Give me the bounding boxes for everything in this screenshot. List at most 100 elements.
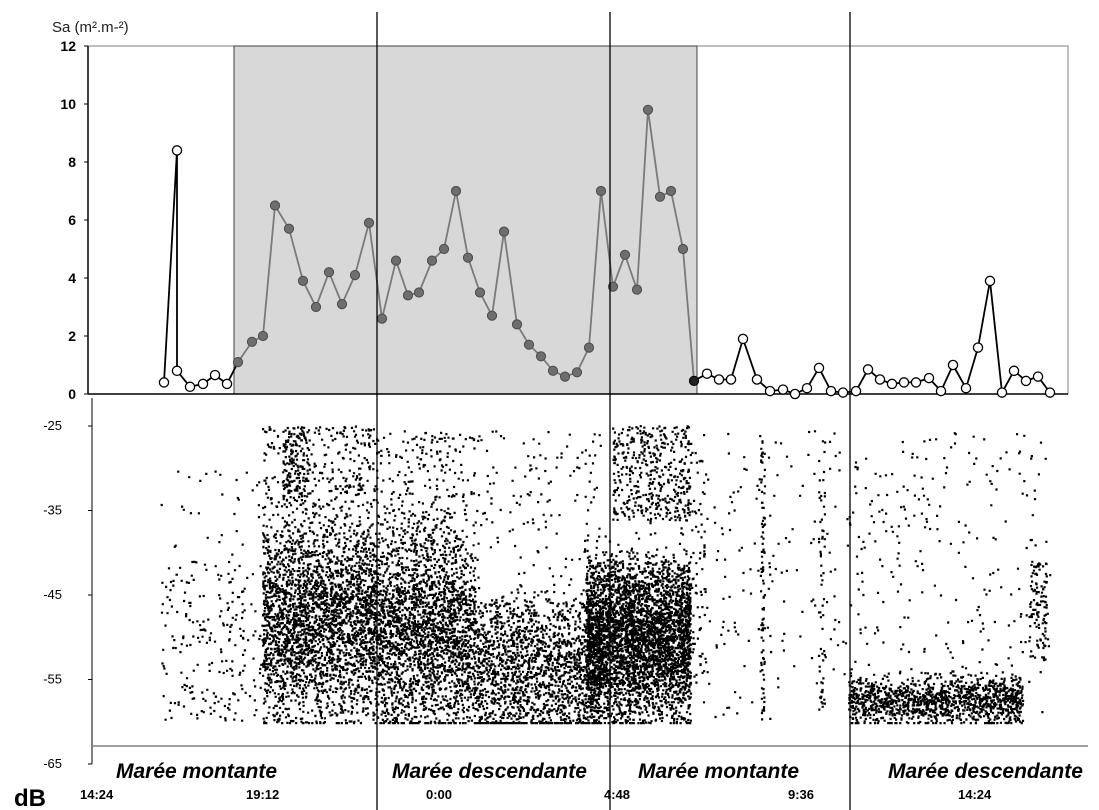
tide-label-4: Marée descendante	[888, 760, 1083, 783]
sa-data-point	[972, 342, 984, 353]
sa-data-point	[498, 226, 510, 237]
sa-data-point	[1044, 387, 1056, 398]
sa-data-point	[631, 284, 643, 295]
sa-line-segment	[237, 109, 695, 381]
sa-data-point	[1020, 375, 1032, 387]
sa-data-point	[764, 385, 776, 397]
tide-labels: Marée montante Marée descendante Marée m…	[116, 760, 1083, 783]
x-tick-labels: 14:24 19:12 0:00 4:48 9:36 14:24	[80, 787, 992, 802]
sa-data-point	[837, 387, 849, 398]
sa-data-point	[654, 191, 666, 202]
tide-separators	[376, 12, 851, 810]
sa-series-points	[158, 104, 1056, 400]
x-tick-label-4: 4:48	[604, 787, 630, 802]
shaded-period	[233, 45, 698, 395]
sa-data-point	[725, 374, 737, 385]
sa-data-point	[221, 378, 233, 390]
sa-data-point	[209, 369, 221, 381]
echo-points	[160, 425, 1052, 725]
bottom-y-tick-label: -45	[43, 587, 62, 602]
bottom-y-tick-label: -65	[43, 756, 62, 771]
x-tick-label-1: 14:24	[80, 787, 114, 802]
sa-data-point	[376, 313, 388, 324]
sa-data-point	[297, 275, 309, 286]
sa-data-point	[984, 275, 996, 287]
tide-label-3: Marée montante	[638, 760, 799, 783]
sa-data-point	[535, 351, 547, 362]
top-y-axis-title: Sa (m².m-²)	[52, 19, 129, 36]
sa-data-point	[910, 377, 922, 388]
sa-data-point	[813, 362, 825, 374]
sa-data-point	[323, 267, 335, 278]
sa-line-segment	[693, 280, 1051, 396]
bottom-y-ticks: -25 -35 -45 -55 -65	[43, 418, 92, 771]
sa-data-point	[960, 382, 972, 394]
sa-data-point	[996, 387, 1008, 398]
echo-scatter-chart: -25 -35 -45 -55 -65 dB	[14, 398, 1088, 810]
sa-data-point	[947, 359, 959, 371]
x-tick-label-6: 14:24	[958, 787, 992, 802]
sa-data-point	[935, 385, 947, 397]
bottom-y-tick-label: -25	[43, 418, 62, 433]
sa-data-point	[438, 243, 450, 255]
sa-data-point	[713, 374, 725, 385]
sa-data-point	[413, 287, 425, 298]
tide-label-1: Marée montante	[116, 760, 277, 783]
sa-data-point	[283, 223, 295, 234]
sa-data-point	[171, 365, 183, 377]
sa-data-point	[426, 255, 438, 266]
sa-data-point	[701, 368, 713, 379]
sa-data-point	[850, 385, 862, 397]
sa-data-point	[1032, 371, 1044, 382]
sa-data-point	[511, 319, 523, 330]
sa-data-point	[886, 378, 898, 390]
tide-label-2: Marée descendante	[392, 760, 587, 783]
sa-data-point	[677, 243, 689, 255]
sa-data-point	[665, 185, 677, 197]
sa-data-point	[257, 330, 269, 342]
sa-data-point	[450, 185, 462, 197]
sa-data-point	[642, 104, 654, 115]
top-y-ticks: 0 2 4 6 8 10 12	[60, 38, 88, 402]
sa-data-point	[607, 281, 619, 292]
top-y-tick-label: 12	[60, 38, 76, 54]
sa-data-point	[571, 367, 583, 378]
top-y-tick-label: 0	[68, 386, 76, 402]
sa-data-point	[1008, 365, 1020, 377]
sa-data-point	[184, 381, 196, 393]
sa-line-chart: 0 2 4 6 8 10 12 Sa (m².m-²)	[52, 19, 1069, 402]
sa-data-point	[349, 270, 361, 281]
sa-data-point	[751, 374, 763, 385]
sa-data-point	[559, 371, 571, 382]
top-y-tick-label: 2	[68, 328, 76, 344]
x-tick-label-5: 9:36	[788, 787, 814, 802]
sa-data-point	[801, 382, 813, 394]
sa-data-point	[595, 185, 607, 197]
sa-data-point	[363, 217, 375, 228]
x-tick-label-3: 0:00	[426, 787, 452, 802]
sa-data-point	[197, 378, 209, 390]
sa-data-point	[486, 310, 498, 321]
sa-data-point	[246, 336, 258, 347]
sa-data-point	[402, 290, 414, 301]
top-y-tick-label: 6	[68, 212, 76, 228]
sa-data-point	[583, 342, 595, 353]
sa-data-point	[825, 385, 837, 397]
top-y-tick-label: 4	[68, 270, 76, 286]
sa-data-point	[462, 252, 474, 263]
echo-point-cloud	[160, 425, 1052, 725]
top-y-tick-label: 8	[68, 154, 76, 170]
top-y-tick-label: 10	[60, 96, 76, 112]
sa-data-point	[862, 364, 874, 375]
sa-data-point	[523, 339, 535, 350]
sa-data-point	[474, 287, 486, 298]
sa-data-point	[336, 299, 348, 310]
x-tick-label-2: 19:12	[246, 787, 279, 802]
sa-data-point	[688, 375, 700, 386]
bottom-y-tick-label: -35	[43, 503, 62, 518]
bottom-y-tick-label: -55	[43, 672, 62, 687]
sa-data-point	[898, 377, 910, 388]
sa-data-point	[171, 145, 183, 156]
sa-data-point	[547, 365, 559, 376]
